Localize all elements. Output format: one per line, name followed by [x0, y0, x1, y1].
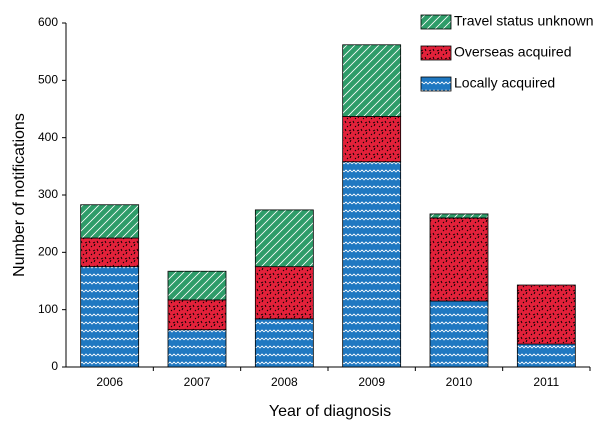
bar-segment [342, 44, 402, 117]
y-tick-label: 400 [38, 130, 58, 144]
y-tick-label: 100 [38, 302, 58, 316]
legend-label: Locally acquired [454, 75, 555, 91]
bar-segment [80, 237, 140, 268]
y-tick-label: 600 [38, 15, 58, 29]
legend-swatch [420, 45, 452, 61]
bar-segment [342, 116, 402, 163]
bar-segment [167, 270, 227, 301]
x-tick-label: 2011 [533, 375, 559, 389]
legend-label: Overseas acquired [454, 44, 572, 60]
x-tick-label: 2010 [446, 375, 473, 389]
bar-segment [167, 329, 227, 368]
x-tick-label: 2007 [184, 375, 211, 389]
bar-segment [80, 266, 140, 368]
x-tick-label: 2008 [271, 375, 298, 389]
y-axis-title: Number of notifications [11, 113, 28, 277]
y-tick-label: 300 [38, 187, 58, 201]
bar-segment [342, 161, 402, 368]
bar-segment [254, 318, 314, 368]
bar-segment [516, 284, 576, 345]
legend-swatch [420, 76, 452, 92]
bar-segment [516, 343, 576, 368]
y-tick-label: 0 [51, 359, 58, 373]
bar-segment [429, 213, 489, 219]
legend-swatch [420, 14, 452, 30]
bar-segment [80, 204, 140, 239]
legend-label: Travel status unknown [454, 13, 594, 29]
bar-segment [429, 300, 489, 368]
y-tick-label: 500 [38, 73, 58, 87]
x-tick-label: 2009 [358, 375, 385, 389]
bar-segment [429, 217, 489, 302]
x-axis-title: Year of diagnosis [269, 403, 391, 420]
x-tick-label: 2006 [96, 375, 123, 389]
y-tick-label: 200 [38, 245, 58, 259]
bar-segment [254, 209, 314, 268]
bar-segment [167, 299, 227, 331]
bar-segment [254, 266, 314, 320]
